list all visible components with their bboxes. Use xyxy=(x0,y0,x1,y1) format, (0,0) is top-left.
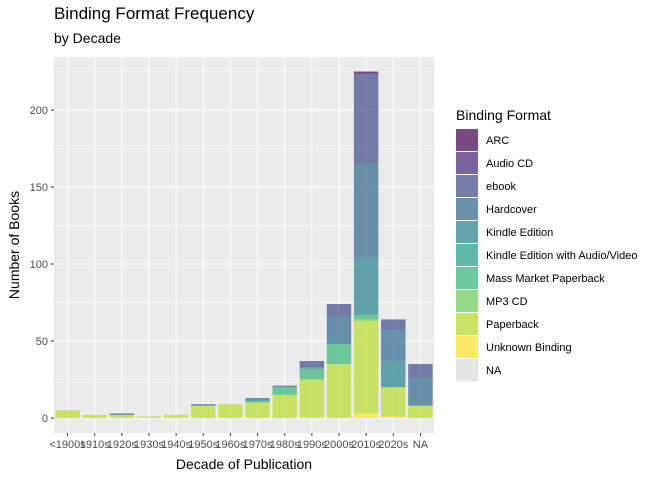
x-tick-label: NA xyxy=(413,439,429,451)
legend-swatch xyxy=(456,336,478,358)
legend-label: ARC xyxy=(486,135,509,147)
legend-swatch xyxy=(456,198,478,220)
bar-segment xyxy=(245,397,270,400)
x-tick-label: <1900s xyxy=(49,439,86,451)
x-tick-label: 1910s xyxy=(80,439,110,451)
y-tick-label: 200 xyxy=(30,105,48,117)
bar-segment xyxy=(191,404,216,406)
legend-label: Mass Market Paperback xyxy=(486,273,605,285)
bar-segment xyxy=(353,314,379,320)
legend-swatch xyxy=(456,221,478,243)
bar-segment xyxy=(82,414,107,418)
x-tick-label: 1950s xyxy=(188,439,218,451)
bar-segment xyxy=(326,304,352,317)
bar-segment xyxy=(381,387,406,417)
bar-segment xyxy=(299,379,325,418)
y-tick-label: 50 xyxy=(36,336,48,348)
x-tick-label: 1930s xyxy=(134,439,164,451)
bar-segment xyxy=(55,410,80,418)
legend-label: Kindle Edition with Audio/Video xyxy=(486,250,637,262)
legend-label: Unknown Binding xyxy=(486,342,572,354)
bar-segment xyxy=(109,413,135,415)
bar-segment xyxy=(299,368,325,380)
bar-segment xyxy=(272,387,297,395)
legend-swatch xyxy=(456,267,478,289)
bar-segment xyxy=(353,73,379,75)
y-axis: 0 50 100 150 200 xyxy=(30,105,54,425)
legend-label: ebook xyxy=(486,181,516,193)
y-tick-label: 0 xyxy=(42,413,48,425)
x-tick-label: 1960s xyxy=(215,439,245,451)
bar-segment xyxy=(218,404,243,418)
bar-segment xyxy=(191,405,216,418)
legend-label: Kindle Edition xyxy=(486,227,553,239)
legend-swatch xyxy=(456,359,478,381)
legend-label: MP3 CD xyxy=(486,296,528,308)
chart-title: Binding Format Frequency xyxy=(54,4,255,23)
bar-segment xyxy=(326,344,352,365)
legend-swatch xyxy=(456,244,478,266)
legend-label: Paperback xyxy=(486,319,539,331)
bar-segment xyxy=(109,414,135,418)
bar-segment xyxy=(353,74,379,164)
x-tick-label: 1920s xyxy=(107,439,137,451)
x-tick-label: 2000s xyxy=(324,439,354,451)
x-tick-label: 1940s xyxy=(161,439,191,451)
bar-segment xyxy=(408,364,433,378)
bar-segment xyxy=(381,330,406,362)
x-tick-label: 2010s xyxy=(351,439,381,451)
legend: Binding Format ARC Audio CD ebook Hardcover… xyxy=(456,107,637,381)
bar-segment xyxy=(326,316,352,345)
bar-segment xyxy=(299,367,325,369)
legend-title: Binding Format xyxy=(456,107,551,123)
bar-segment xyxy=(299,361,325,368)
y-tick-label: 100 xyxy=(30,259,48,271)
bar-segment xyxy=(353,320,379,414)
bar-segment xyxy=(272,385,297,388)
chart-subtitle: by Decade xyxy=(54,30,121,46)
bar-segment xyxy=(245,402,270,418)
legend-swatch xyxy=(456,175,478,197)
legend-label: Audio CD xyxy=(486,158,533,170)
bar-segment xyxy=(136,416,162,418)
legend-swatch xyxy=(456,152,478,174)
bar-segment xyxy=(245,401,270,403)
bars xyxy=(55,71,433,418)
bar-segment xyxy=(272,394,297,418)
bar-segment xyxy=(353,257,379,315)
x-tick-label: 1980s xyxy=(270,439,300,451)
x-tick-label: 1970s xyxy=(243,439,273,451)
x-axis-label: Decade of Publication xyxy=(176,456,312,472)
legend-label: Hardcover xyxy=(486,204,537,216)
legend-swatch xyxy=(456,290,478,312)
bar-segment xyxy=(353,71,379,74)
bar-segment xyxy=(353,319,379,321)
bar-segment xyxy=(245,399,270,402)
bar-segment xyxy=(353,413,379,418)
x-axis: <1900s1910s1920s1930s1940s1950s1960s1970… xyxy=(49,433,429,451)
bar-segment xyxy=(408,377,433,406)
bar-segment xyxy=(408,405,433,418)
legend-swatch xyxy=(456,313,478,335)
bar-segment xyxy=(326,364,352,418)
x-tick-label: 2020s xyxy=(378,439,408,451)
bar-segment xyxy=(353,163,379,258)
bar-segment xyxy=(381,416,406,418)
bar-segment xyxy=(381,361,406,388)
bar-segment xyxy=(381,319,406,331)
y-axis-label: Number of Books xyxy=(6,191,22,299)
bar-segment xyxy=(163,414,189,418)
x-tick-label: 1990s xyxy=(297,439,327,451)
legend-label: NA xyxy=(486,365,502,377)
legend-swatch xyxy=(456,129,478,151)
y-tick-label: 150 xyxy=(30,182,48,194)
